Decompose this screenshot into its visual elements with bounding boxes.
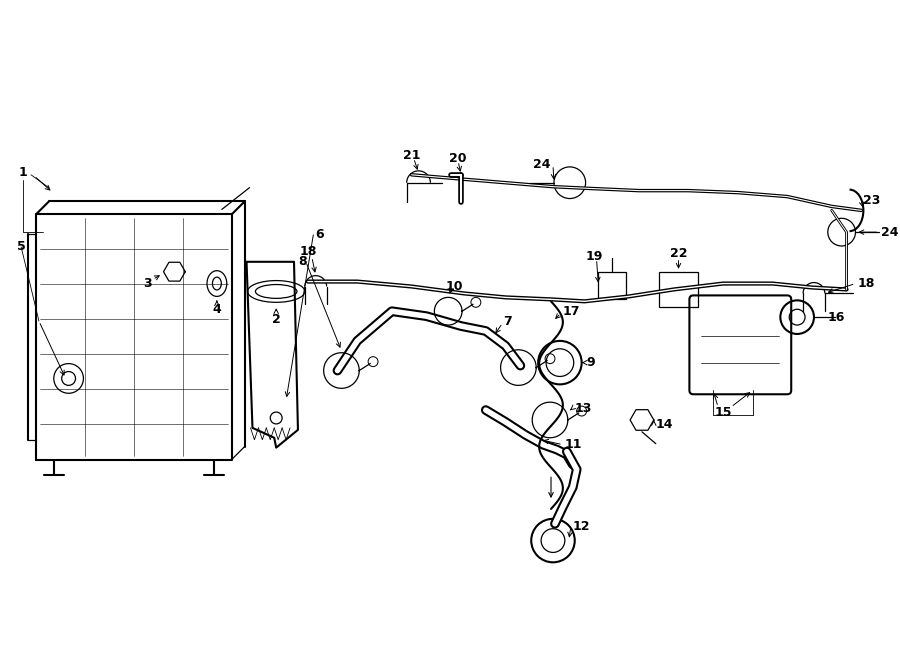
Text: 24: 24 [881, 225, 899, 239]
Text: 14: 14 [656, 418, 673, 432]
Text: 23: 23 [863, 194, 881, 207]
Text: 5: 5 [17, 241, 25, 253]
Text: 3: 3 [143, 277, 152, 290]
Text: 17: 17 [562, 305, 580, 318]
Text: 1: 1 [19, 167, 28, 179]
Text: 8: 8 [298, 255, 307, 268]
Text: 4: 4 [212, 303, 221, 316]
Text: 20: 20 [449, 151, 467, 165]
Text: 22: 22 [670, 247, 688, 260]
Text: 18: 18 [858, 277, 875, 290]
Text: 24: 24 [533, 159, 550, 171]
Text: 13: 13 [575, 402, 592, 414]
Text: 12: 12 [572, 520, 590, 533]
Text: 19: 19 [586, 251, 603, 263]
Text: 11: 11 [565, 438, 582, 451]
Text: 6: 6 [316, 227, 324, 241]
Text: 7: 7 [504, 315, 512, 328]
Text: 10: 10 [446, 280, 463, 293]
Bar [598, 272, 626, 299]
Text: 15: 15 [715, 406, 732, 418]
Text: 9: 9 [587, 356, 595, 369]
Text: 16: 16 [828, 311, 845, 324]
Text: 21: 21 [403, 149, 420, 161]
Text: 2: 2 [272, 313, 281, 326]
Bar [659, 272, 698, 307]
Text: 18: 18 [299, 245, 317, 258]
